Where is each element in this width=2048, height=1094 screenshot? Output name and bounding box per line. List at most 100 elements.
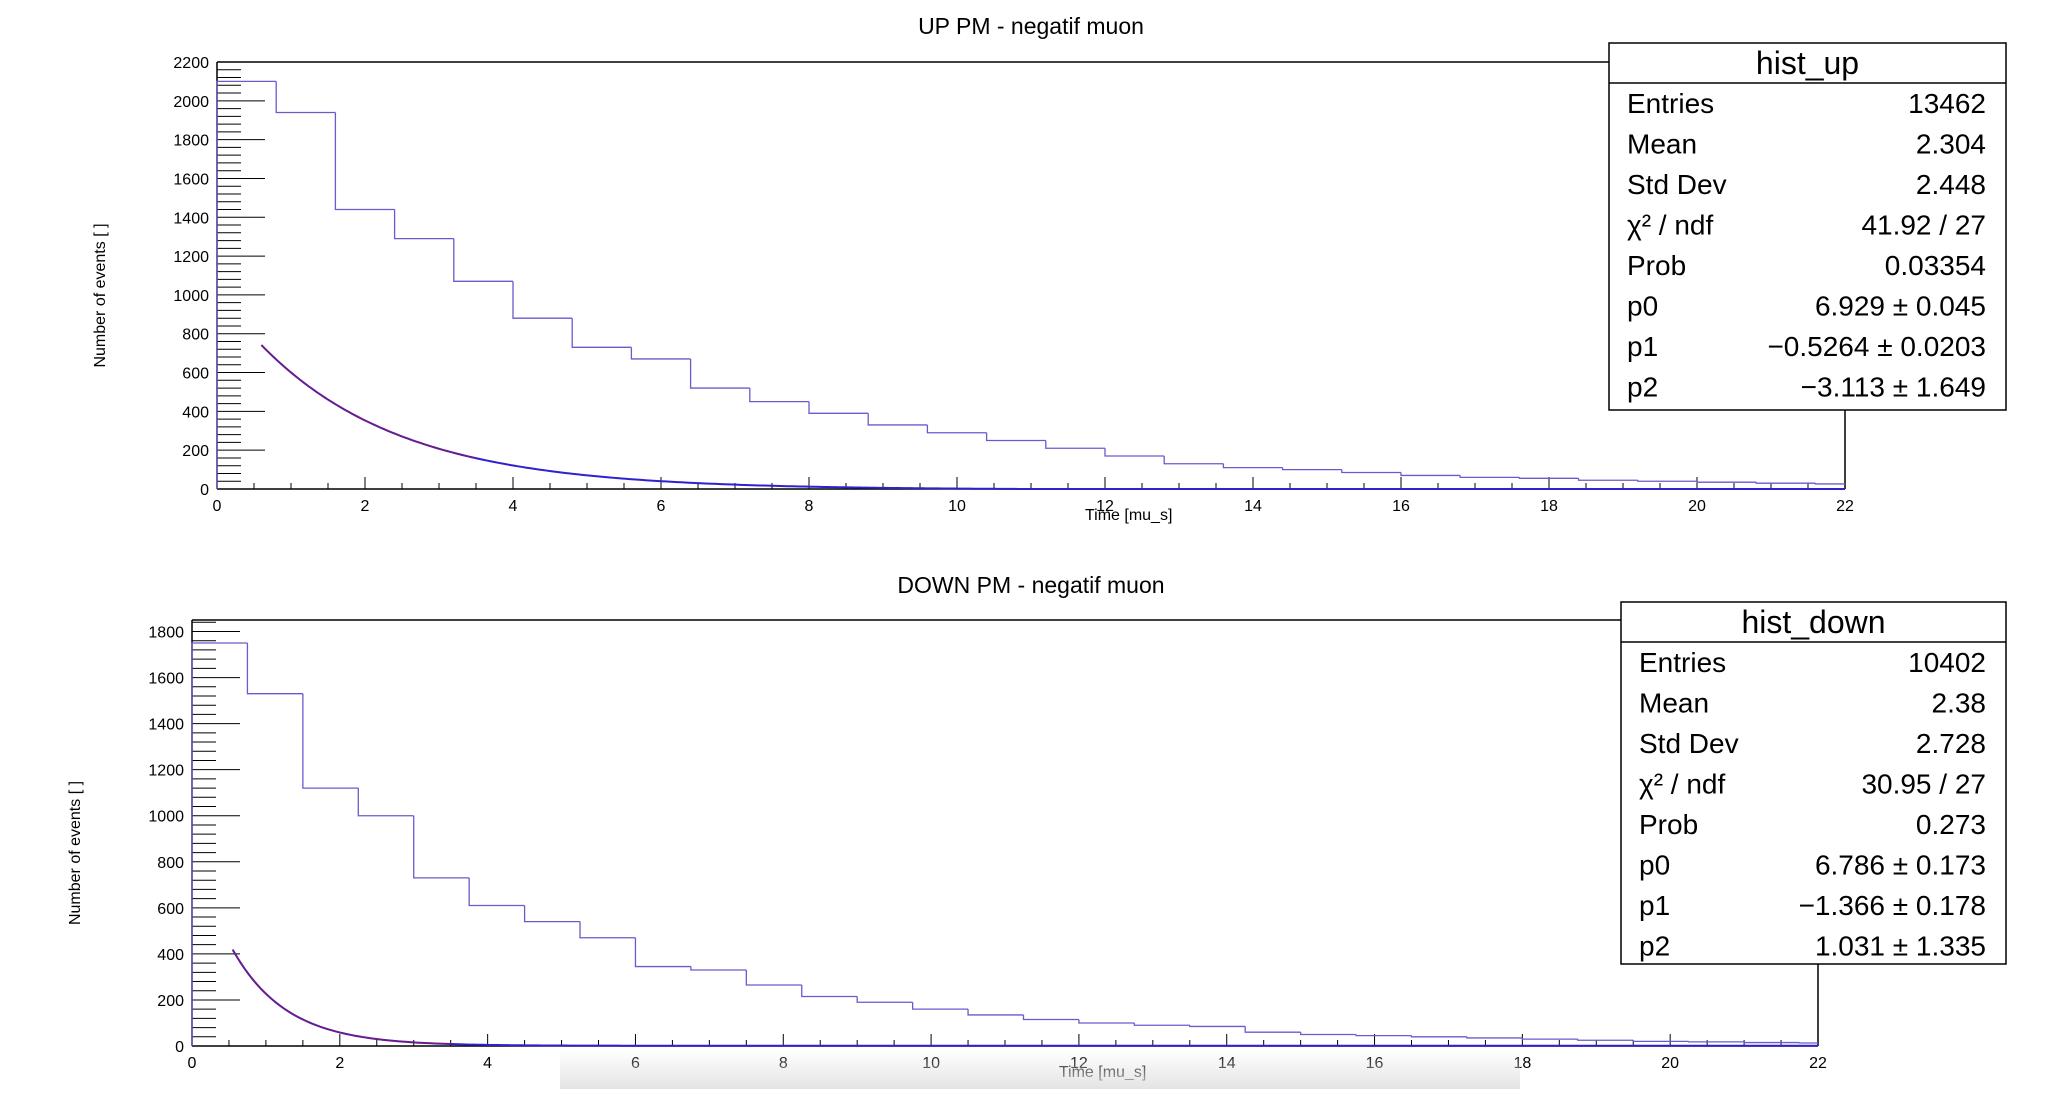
up-x-axis-label: Time [mu_s] [1085,507,1172,524]
down-histogram-bin [1023,1015,1078,1020]
up-stats-box-title: hist_up [1756,45,1859,81]
up-histogram-bin [750,388,809,402]
up-chart: UP PM - negatif muon02004006008001000120… [92,13,2006,524]
up-y-tick-label: 0 [200,482,209,499]
down-histogram-bin [525,906,580,922]
down-y-tick-label: 1400 [148,717,184,734]
up-stats-label: p1 [1627,331,1658,362]
up-histogram-bin [454,239,513,282]
down-chart: DOWN PM - negatif muon020040060080010001… [67,572,2006,1081]
down-histogram-bin [691,967,746,970]
up-y-tick-label: 1400 [173,210,209,227]
down-histogram-bin [1522,1038,1577,1039]
up-stats-label: Mean [1627,129,1697,160]
up-stats-label: Entries [1627,88,1714,119]
up-histogram-bin [631,347,690,359]
up-histogram-bin [1579,478,1638,480]
down-stats-label: Prob [1639,809,1698,840]
up-x-tick-label: 6 [657,498,666,515]
down-stats-label: p1 [1639,890,1670,921]
up-histogram-bin [1815,483,1845,484]
up-histogram-bin [1046,440,1105,448]
down-y-tick-label: 600 [157,901,184,918]
up-stats-label: Std Dev [1627,169,1727,200]
up-stats-value: 6.929 ± 0.045 [1815,291,1986,322]
down-histogram-bin [968,1009,1023,1015]
up-x-tick-label: 16 [1392,498,1410,515]
down-histogram-bin [1356,1034,1411,1035]
down-histogram-bin [802,985,857,997]
up-histogram-bin [927,425,986,433]
up-histogram-bin [335,112,394,209]
down-x-tick-label: 2 [335,1055,344,1072]
up-stats-label: p0 [1627,291,1658,322]
up-histogram-bin [395,210,454,239]
down-histogram-bin [1412,1036,1467,1037]
up-y-tick-label: 600 [182,366,209,383]
down-histogram-bin [192,643,247,1046]
up-y-tick-label: 1200 [173,249,209,266]
up-x-tick-label: 2 [361,498,370,515]
up-x-tick-label: 4 [509,498,518,515]
down-y-axis-label: Number of events [ ] [67,781,84,925]
up-histogram-bin [1105,448,1164,456]
down-stats-value: 1.031 ± 1.335 [1815,931,1986,962]
down-histogram-bin [1134,1023,1189,1025]
up-histogram-bin [1460,475,1519,477]
up-histogram-bin [1342,470,1401,473]
down-y-tick-label: 800 [157,855,184,872]
down-y-tick-label: 1000 [148,809,184,826]
up-histogram [217,81,1845,489]
up-stats-label: p2 [1627,372,1658,403]
down-stats-label: Entries [1639,647,1726,678]
down-histogram-bin [1190,1025,1245,1026]
up-histogram-bin [1697,481,1756,482]
up-histogram-bin [809,402,868,414]
down-fit-curve-overlay [233,950,451,1044]
down-chart-title: DOWN PM - negatif muon [897,572,1164,598]
up-stats-value: −3.113 ± 1.649 [1801,372,1986,403]
up-x-tick-label: 10 [948,498,966,515]
down-y-tick-label: 400 [157,947,184,964]
up-fit-curve [261,345,1845,489]
up-x-tick-label: 18 [1540,498,1558,515]
up-fit-curve-overlay [261,345,476,458]
down-x-tick-label: 22 [1809,1055,1827,1072]
down-y-tick-label: 1800 [148,625,184,642]
down-stats-label: Mean [1639,688,1709,719]
down-stats-label: p2 [1639,931,1670,962]
down-stats-value: 2.728 [1916,728,1986,759]
up-histogram-bin [868,413,927,425]
up-stats-value: 0.03354 [1885,250,1986,281]
up-histogram-bin [513,281,572,318]
down-histogram-bin [635,938,690,967]
up-x-tick-label: 20 [1688,498,1706,515]
down-stats-label: χ² / ndf [1639,769,1726,800]
up-y-tick-label: 1600 [173,171,209,188]
down-histogram-bin [1079,1020,1134,1023]
down-x-tick-label: 20 [1661,1055,1679,1072]
down-stats-box-title: hist_down [1741,604,1885,640]
down-stats-value: 0.273 [1916,809,1986,840]
up-histogram-bin [1638,480,1697,481]
up-histogram-bin [1164,456,1223,464]
down-y-tick-label: 1600 [148,671,184,688]
down-histogram-bin [358,788,413,816]
down-y-tick-label: 0 [175,1039,184,1056]
down-stats-label: Std Dev [1639,728,1739,759]
up-x-tick-label: 8 [805,498,814,515]
up-stats-value: 41.92 / 27 [1861,210,1986,241]
down-stats-value: 2.38 [1932,688,1987,719]
down-histogram-bin [1467,1037,1522,1038]
down-histogram-bin [1578,1039,1633,1040]
up-histogram-bin [987,433,1046,441]
up-y-tick-label: 1800 [173,133,209,150]
down-histogram-bin [414,816,469,878]
down-histogram-bin [1633,1040,1688,1041]
down-stats-label: p0 [1639,850,1670,881]
down-y-tick-label: 1200 [148,763,184,780]
up-y-tick-label: 400 [182,404,209,421]
